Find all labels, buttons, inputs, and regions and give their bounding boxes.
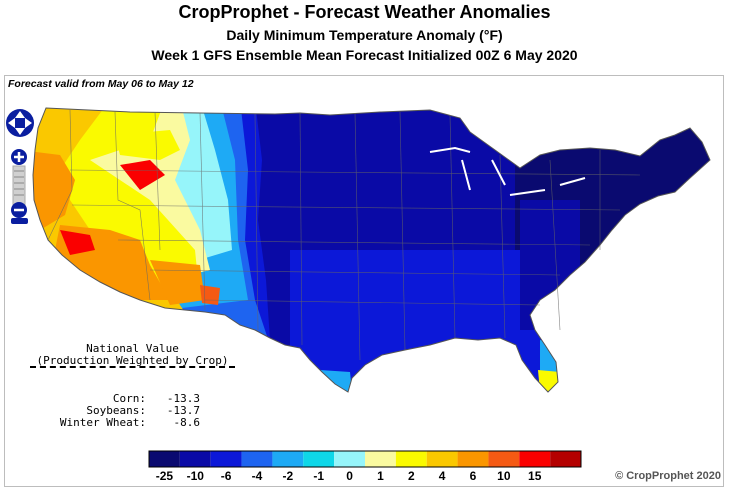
legend-label: -10 — [186, 469, 204, 483]
pan-control[interactable] — [6, 109, 34, 137]
legend-label: 1 — [377, 469, 384, 483]
legend-label: -6 — [220, 469, 232, 483]
legend-label: 4 — [438, 469, 446, 483]
color-legend — [148, 450, 582, 468]
pan-up-icon[interactable] — [15, 111, 25, 118]
pan-down-icon[interactable] — [15, 128, 25, 135]
legend-label: 0 — [346, 469, 353, 483]
map-subtitle-2: Week 1 GFS Ensemble Mean Forecast Initia… — [151, 47, 578, 63]
legend-border — [148, 450, 582, 468]
legend-swatch — [149, 451, 180, 467]
crop-name: Soybeans: — [86, 404, 146, 417]
legend-swatch — [210, 451, 242, 467]
pan-left-icon[interactable] — [8, 118, 15, 128]
legend-swatch — [488, 451, 520, 467]
legend-swatch — [241, 451, 273, 467]
legend-swatch — [365, 451, 396, 467]
plus-icon — [14, 152, 24, 162]
legend-swatch — [303, 451, 335, 467]
legend-label: 10 — [497, 469, 511, 483]
zoom-in-button[interactable] — [11, 149, 27, 165]
legend-label: 15 — [528, 469, 542, 483]
zoom-out-button[interactable] — [11, 202, 27, 218]
map-subtitle: Daily Minimum Temperature Anomaly (°F) — [226, 27, 503, 43]
national-value-title: National Value — [86, 342, 179, 355]
legend-swatch — [395, 451, 427, 467]
state-borders — [47, 109, 641, 361]
legend-swatch — [426, 451, 458, 467]
legend-swatch — [519, 451, 551, 467]
zoom-slider-handle[interactable] — [11, 218, 28, 224]
legend-label: 6 — [469, 469, 477, 483]
pan-right-icon[interactable] — [25, 118, 32, 128]
national-value-divider — [30, 366, 235, 368]
map-navigation — [6, 109, 34, 224]
forecast-valid-label: Forecast valid from May 06 to May 12 — [8, 78, 194, 90]
national-value-subtitle: (Production Weighted by Crop) — [36, 354, 229, 367]
zoom-slider-ticks — [14, 170, 24, 196]
legend-label: -4 — [251, 469, 263, 483]
legend-swatch — [457, 451, 489, 467]
crop-name: Corn: — [112, 392, 146, 405]
legend-swatch — [272, 451, 304, 467]
crop-value: -8.6 — [173, 416, 201, 429]
great-lakes — [429, 146, 586, 196]
crop-value: -13.7 — [166, 404, 200, 417]
legend-swatch — [550, 451, 581, 467]
legend-label: -2 — [282, 469, 294, 483]
legend-swatch — [334, 451, 365, 467]
zoom-slider-track[interactable] — [12, 165, 26, 207]
legend-swatch — [179, 451, 211, 467]
crop-name: Winter Wheat: — [59, 416, 146, 429]
crop-value: -13.3 — [166, 392, 200, 405]
legend-label: -1 — [313, 469, 325, 483]
legend-label: 2 — [407, 469, 415, 483]
page-title: CropProphet - Forecast Weather Anomalies — [178, 2, 551, 22]
us-outline — [32, 107, 711, 393]
copyright: © CropProphet 2020 — [615, 470, 721, 482]
legend-label: -25 — [155, 469, 174, 483]
